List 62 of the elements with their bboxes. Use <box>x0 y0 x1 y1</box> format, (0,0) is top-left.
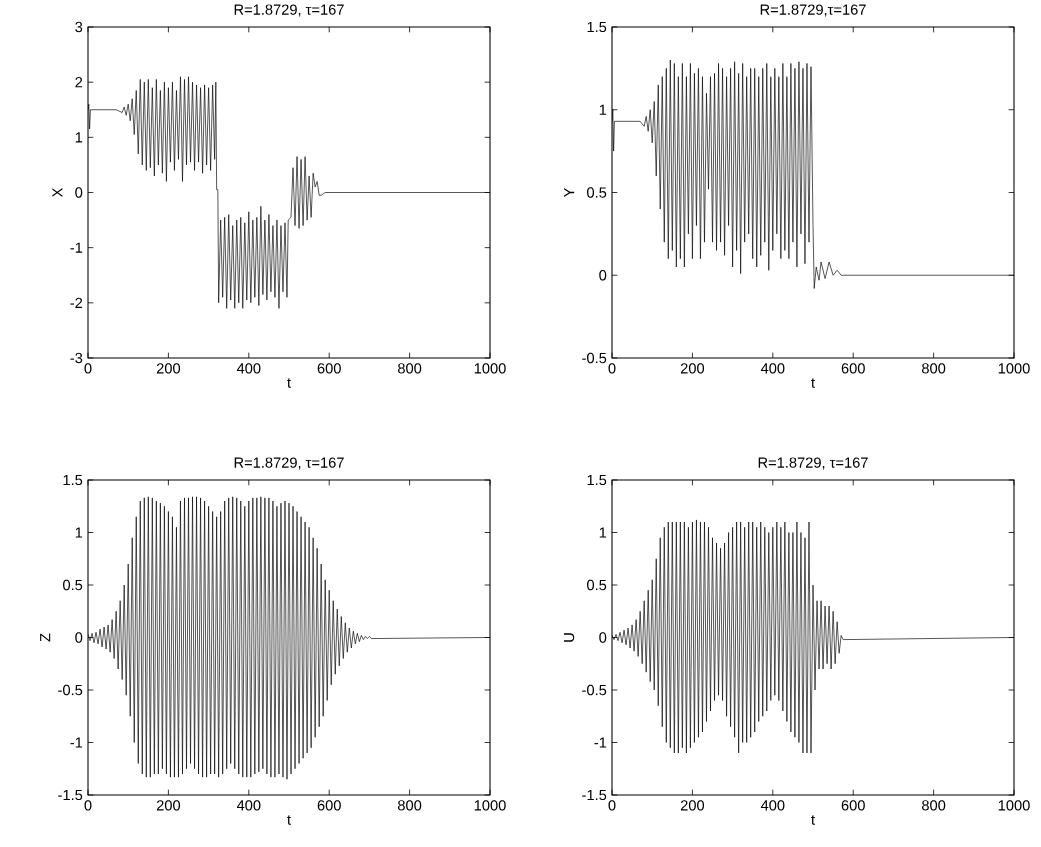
y-tick-label: 0 <box>599 270 607 281</box>
y-tick-label: -1.5 <box>582 789 607 801</box>
x-tick-label: 600 <box>841 800 865 811</box>
x-tick-label: 800 <box>922 363 946 374</box>
x-tick-label: 200 <box>680 800 705 811</box>
y-tick-label: 0.5 <box>587 579 607 591</box>
chart-title: R=1.8729, τ=167 <box>234 4 344 17</box>
y-tick-label: -1 <box>70 737 83 748</box>
x-tick-label: 1000 <box>998 800 1030 811</box>
x-tick-label: 200 <box>680 363 705 374</box>
y-tick-label: 1 <box>75 527 83 538</box>
y-tick-label: 0 <box>75 632 83 643</box>
y-axis-title: Y <box>564 187 575 198</box>
y-tick-label: 0 <box>599 632 607 643</box>
x-tick-label: 200 <box>156 800 181 811</box>
x-tick-label: 800 <box>922 800 946 811</box>
x-tick-label: 0 <box>84 800 92 811</box>
x-tick-label: 600 <box>841 363 865 374</box>
x-axis-title: t <box>811 378 815 388</box>
y-tick-label: 1 <box>599 104 607 115</box>
y-tick-label: -3 <box>70 352 83 364</box>
x-tick-label: 1000 <box>474 800 506 811</box>
x-tick-label: 200 <box>156 363 181 374</box>
y-axis-title: X <box>52 187 63 198</box>
y-tick-label: -0.5 <box>582 684 607 696</box>
y-tick-label: -1 <box>594 737 607 748</box>
x-tick-label: 1000 <box>998 363 1030 374</box>
chart-title: R=1.8729, τ=167 <box>758 457 868 470</box>
y-axis-title: U <box>563 633 575 642</box>
y-axis-title: Z <box>40 633 51 642</box>
y-tick-label: 1 <box>75 132 83 143</box>
x-tick-label: 0 <box>608 363 616 374</box>
x-tick-label: 0 <box>84 363 92 374</box>
x-tick-label: 400 <box>236 800 261 811</box>
y-tick-label: 0.5 <box>63 579 83 591</box>
x-tick-label: 400 <box>760 800 785 811</box>
y-tick-label: -0.5 <box>582 352 607 364</box>
y-tick-label: -0.5 <box>58 684 83 696</box>
x-tick-label: 800 <box>398 800 422 811</box>
y-tick-label: -1.5 <box>58 789 83 801</box>
x-tick-label: 400 <box>236 363 261 374</box>
y-tick-label: 2 <box>75 77 83 88</box>
y-tick-label: -2 <box>70 297 83 308</box>
chart-title: R=1.8729,τ=167 <box>760 4 866 17</box>
x-tick-label: 600 <box>317 800 341 811</box>
x-axis-title: t <box>287 815 291 825</box>
y-tick-label: -1 <box>70 242 83 253</box>
y-tick-label: 0 <box>75 187 83 198</box>
y-tick-label: 3 <box>75 21 83 33</box>
y-tick-label: 1.5 <box>587 474 607 486</box>
x-axis-title: t <box>811 815 815 825</box>
y-tick-label: 1.5 <box>63 474 83 486</box>
y-tick-label: 1 <box>599 527 607 538</box>
x-tick-label: 600 <box>317 363 341 374</box>
x-tick-label: 800 <box>398 363 422 374</box>
x-tick-label: 1000 <box>474 363 506 374</box>
chart-title: R=1.8729, τ=167 <box>234 457 344 470</box>
y-tick-label: 1.5 <box>587 21 607 33</box>
x-tick-label: 0 <box>608 800 616 811</box>
x-tick-label: 400 <box>760 363 785 374</box>
y-tick-label: 0.5 <box>587 187 607 198</box>
x-axis-title: t <box>287 378 291 388</box>
